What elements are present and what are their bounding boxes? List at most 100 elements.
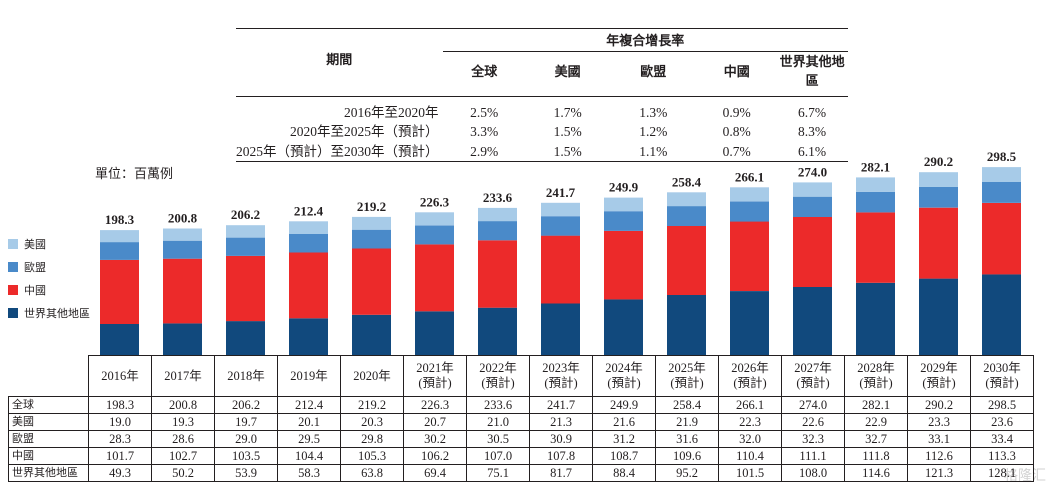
year-cell: 2022年 (預計) — [466, 355, 530, 397]
cagr-value: 2.5% — [470, 105, 499, 120]
year-label: 2021年 — [416, 361, 454, 375]
table-cell: 53.9 — [214, 464, 278, 482]
table-cell: 95.2 — [655, 464, 719, 482]
table-cell: 23.6 — [970, 413, 1034, 431]
bar-segment — [730, 291, 769, 355]
cagr-period: 2020年至2025年（預計） — [290, 124, 439, 139]
table-cell: 19.3 — [151, 413, 215, 431]
bar-segment — [226, 237, 265, 256]
bar-segment — [793, 182, 832, 197]
table-row: 全球 198.3 200.8 206.2 212.4 219.2 226.3 233.6 241… — [8, 396, 1034, 414]
year-label: 2030年 — [983, 361, 1021, 375]
table-cell: 22.3 — [718, 413, 782, 431]
table-cell: 20.1 — [277, 413, 341, 431]
table-cell: 206.2 — [214, 396, 278, 414]
legend-swatch — [8, 262, 18, 272]
bar-segment — [604, 299, 643, 355]
bar-segment — [352, 314, 391, 355]
total-label: 249.9 — [609, 180, 639, 195]
year-cell: 2024年 (預計) — [592, 355, 656, 397]
legend-swatch — [8, 308, 18, 318]
bar-segment — [730, 201, 769, 222]
bar-segment — [541, 303, 580, 355]
table-cell: 50.2 — [151, 464, 215, 482]
bar-segment — [604, 197, 643, 212]
table-row: 中國 101.7 102.7 103.5 104.4 105.3 106.2 107.0 107… — [8, 447, 1034, 465]
cagr-period: 2016年至2020年 — [344, 105, 439, 120]
cagr-col-header: 世界其他地區 — [779, 54, 845, 88]
table-cell: 282.1 — [844, 396, 908, 414]
bar-segment — [604, 230, 643, 300]
table-cell: 108.7 — [592, 447, 656, 465]
table-cell: 233.6 — [466, 396, 530, 414]
cagr-value: 8.3% — [798, 124, 827, 139]
year-label: 2023年 — [542, 361, 580, 375]
cagr-value: 0.8% — [722, 124, 751, 139]
row-label: 世界其他地區 — [8, 464, 89, 482]
year-label: (預計) — [733, 376, 767, 390]
table-cell: 112.6 — [907, 447, 971, 465]
table-cell: 113.3 — [970, 447, 1034, 465]
year-header-row: 2016年 2017年 2018年 2019年 2020年 2021年 (預計) 2022年(… — [8, 355, 1034, 397]
row-label: 全球 — [8, 396, 89, 414]
table-cell: 33.4 — [970, 430, 1034, 448]
data-table: 2016年 2017年 2018年 2019年 2020年 2021年 (預計) 2022年(… — [8, 355, 1034, 482]
table-cell: 249.9 — [592, 396, 656, 414]
bar-segment — [289, 252, 328, 319]
table-cell: 114.6 — [844, 464, 908, 482]
year-cell: 2017年 — [151, 355, 215, 397]
cagr-row: 2025年（預計）至2030年（預計） 2.9% 1.5% 1.1% 0.7% 6.1% — [236, 141, 848, 162]
bar-segment — [856, 191, 895, 213]
legend-item: 世界其他地區 — [8, 305, 90, 321]
cagr-table: 期間 年複合增長率 全球 美國 歐盟 中國 世界其他地區 2016年至2020年 2.5%… — [236, 28, 848, 162]
year-label: 2027年 — [794, 361, 832, 375]
table-cell: 274.0 — [781, 396, 845, 414]
legend-item: 歐盟 — [8, 259, 46, 275]
table-cell: 75.1 — [466, 464, 530, 482]
table-cell: 29.5 — [277, 430, 341, 448]
cagr-period: 2025年（預計）至2030年（預計） — [236, 141, 443, 162]
bar-segment — [982, 181, 1021, 203]
bar-segment — [604, 211, 643, 231]
bar-segment — [856, 177, 895, 192]
row-label: 中國 — [8, 447, 89, 465]
bar-segment — [919, 172, 958, 187]
bar-segment — [415, 244, 454, 312]
table-cell: 101.5 — [718, 464, 782, 482]
table-cell: 107.8 — [529, 447, 593, 465]
bar-segment — [352, 248, 391, 315]
bar-segment — [982, 167, 1021, 182]
legend-item: 中國 — [8, 282, 46, 298]
corner-cell — [8, 355, 89, 397]
cagr-value: 0.9% — [722, 105, 751, 120]
table-cell: 81.7 — [529, 464, 593, 482]
table-cell: 107.0 — [466, 447, 530, 465]
year-cell: 2018年 — [214, 355, 278, 397]
bar-segment — [478, 207, 517, 222]
year-cell: 2020年 — [340, 355, 404, 397]
table-cell: 20.7 — [403, 413, 467, 431]
table-cell: 104.4 — [277, 447, 341, 465]
total-label: 241.7 — [546, 185, 576, 200]
bar-segment — [541, 235, 580, 304]
table-cell: 102.7 — [151, 447, 215, 465]
table-cell: 31.2 — [592, 430, 656, 448]
year-label: 2028年 — [857, 361, 895, 375]
legend-label: 世界其他地區 — [24, 308, 90, 320]
cagr-value: 1.1% — [609, 141, 698, 162]
cagr-row: 2016年至2020年 2.5% 1.7% 1.3% 0.9% 6.7% — [236, 103, 848, 122]
bar-segment — [667, 295, 706, 355]
total-label: 258.4 — [672, 174, 702, 189]
bar-segment — [856, 212, 895, 283]
table-cell: 28.3 — [88, 430, 152, 448]
table-cell: 110.4 — [718, 447, 782, 465]
table-cell: 241.7 — [529, 396, 593, 414]
year-label: 2018年 — [227, 368, 265, 383]
table-cell: 31.6 — [655, 430, 719, 448]
year-cell: 2030年 (預計) — [970, 355, 1034, 397]
bar-segment — [415, 225, 454, 245]
table-cell: 23.3 — [907, 413, 971, 431]
cagr-col-header: 全球 — [471, 63, 498, 79]
total-label: 274.0 — [798, 164, 827, 179]
bar-segment — [163, 228, 202, 241]
